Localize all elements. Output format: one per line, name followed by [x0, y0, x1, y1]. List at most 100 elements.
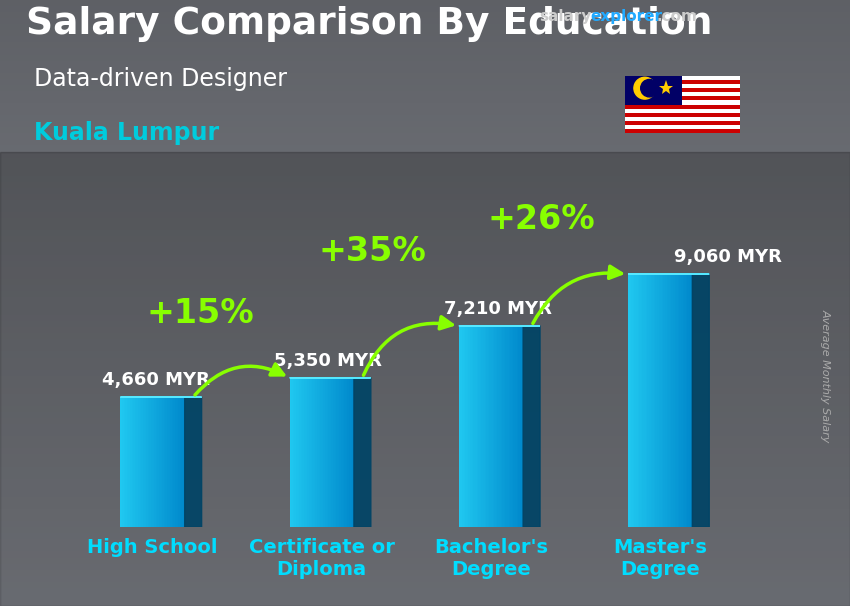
Bar: [643, 274, 644, 527]
Bar: [162, 397, 164, 527]
Bar: [625, 96, 740, 101]
Bar: [161, 397, 162, 527]
Bar: [639, 274, 641, 527]
Bar: [632, 274, 633, 527]
Bar: [668, 274, 670, 527]
Bar: [303, 378, 304, 527]
Bar: [501, 326, 502, 527]
Bar: [675, 274, 677, 527]
Bar: [650, 274, 652, 527]
Bar: [173, 397, 175, 527]
Bar: [494, 326, 496, 527]
Bar: [625, 76, 740, 80]
Bar: [337, 378, 339, 527]
Bar: [507, 326, 508, 527]
Bar: [496, 326, 497, 527]
Bar: [167, 397, 168, 527]
Bar: [166, 397, 167, 527]
Bar: [625, 108, 740, 113]
Bar: [473, 326, 475, 527]
Bar: [662, 274, 663, 527]
Bar: [663, 274, 665, 527]
Bar: [122, 397, 123, 527]
Bar: [465, 326, 467, 527]
Bar: [130, 397, 132, 527]
Bar: [490, 326, 491, 527]
Bar: [625, 125, 740, 129]
Bar: [323, 378, 325, 527]
Bar: [628, 274, 630, 527]
Bar: [461, 326, 462, 527]
Bar: [346, 378, 348, 527]
Bar: [127, 397, 128, 527]
Bar: [475, 326, 477, 527]
Bar: [335, 378, 337, 527]
Bar: [499, 326, 501, 527]
Bar: [317, 378, 319, 527]
Bar: [493, 326, 494, 527]
Bar: [508, 326, 510, 527]
Bar: [183, 397, 184, 527]
Bar: [352, 378, 354, 527]
Bar: [121, 397, 122, 527]
Bar: [290, 378, 292, 527]
Bar: [638, 274, 639, 527]
Text: Average Monthly Salary: Average Monthly Salary: [820, 309, 830, 442]
Bar: [462, 326, 463, 527]
Bar: [681, 274, 683, 527]
Bar: [294, 378, 296, 527]
Text: 7,210 MYR: 7,210 MYR: [444, 300, 552, 318]
Bar: [344, 378, 346, 527]
Bar: [152, 397, 154, 527]
Bar: [679, 274, 681, 527]
Text: Kuala Lumpur: Kuala Lumpur: [34, 121, 219, 145]
Bar: [180, 397, 182, 527]
Bar: [146, 397, 148, 527]
Bar: [298, 378, 299, 527]
Bar: [484, 326, 486, 527]
Bar: [159, 397, 161, 527]
Bar: [625, 92, 740, 96]
Circle shape: [634, 78, 655, 99]
Bar: [497, 326, 499, 527]
Bar: [332, 378, 333, 527]
Bar: [517, 326, 518, 527]
Bar: [506, 326, 507, 527]
Bar: [504, 326, 506, 527]
Bar: [143, 397, 144, 527]
Bar: [172, 397, 173, 527]
Bar: [673, 274, 675, 527]
Text: Salary Comparison By Education: Salary Comparison By Education: [26, 6, 711, 42]
Bar: [328, 378, 330, 527]
Text: salary: salary: [540, 9, 592, 24]
Bar: [634, 274, 636, 527]
Bar: [135, 397, 137, 527]
Bar: [649, 274, 650, 527]
Bar: [0, 152, 850, 606]
Bar: [477, 326, 478, 527]
Bar: [306, 378, 308, 527]
Bar: [459, 326, 461, 527]
Text: 5,350 MYR: 5,350 MYR: [275, 351, 382, 370]
Bar: [467, 326, 468, 527]
Bar: [691, 274, 692, 527]
Bar: [491, 326, 493, 527]
Bar: [312, 378, 314, 527]
Bar: [310, 378, 312, 527]
Polygon shape: [692, 274, 709, 527]
Bar: [625, 117, 740, 121]
Bar: [178, 397, 180, 527]
Bar: [510, 326, 512, 527]
Bar: [625, 104, 740, 108]
Bar: [341, 378, 343, 527]
Bar: [625, 113, 740, 117]
Bar: [128, 397, 130, 527]
Bar: [483, 326, 484, 527]
Bar: [659, 274, 660, 527]
Bar: [320, 378, 322, 527]
Bar: [654, 274, 655, 527]
Text: .com: .com: [656, 9, 697, 24]
Bar: [655, 274, 657, 527]
Bar: [688, 274, 689, 527]
Bar: [349, 378, 351, 527]
